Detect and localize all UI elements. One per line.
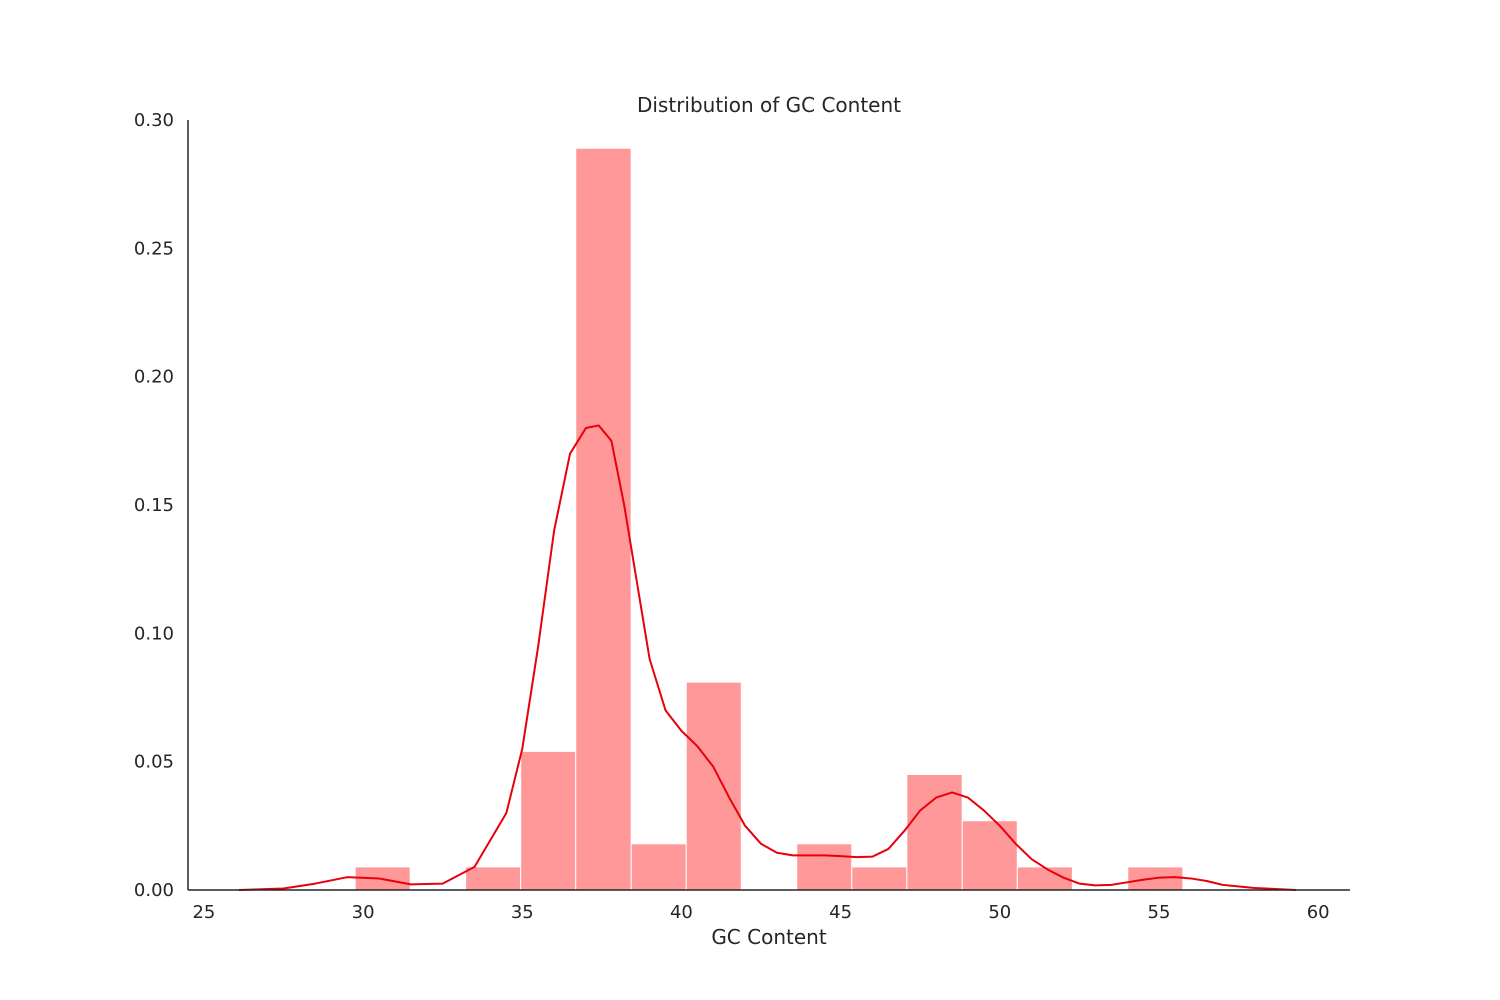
y-tick-label: 0.05 [134, 752, 174, 773]
y-tick-label: 0.15 [134, 495, 174, 516]
y-tick-label: 0.30 [134, 110, 174, 131]
x-tick-label: 30 [352, 902, 375, 923]
chart-title: Distribution of GC Content [637, 93, 901, 117]
histogram-bar [685, 681, 742, 891]
histogram-bar [520, 750, 577, 891]
x-tick-label: 35 [511, 902, 534, 923]
histogram-bar [465, 866, 522, 891]
histogram-bar [796, 843, 853, 891]
y-tick-label: 0.25 [134, 238, 174, 259]
y-tick-label: 0.20 [134, 367, 174, 388]
kde-curve [238, 424, 1296, 891]
y-tick-label: 0.10 [134, 623, 174, 644]
x-tick-label: 45 [829, 902, 852, 923]
x-axis-ticks: 25 30 35 40 45 50 55 60 [192, 902, 1329, 923]
x-axis-title: GC Content [711, 925, 827, 949]
histogram-bar [906, 774, 963, 891]
histogram-bar [630, 843, 687, 891]
y-tick-label: 0.00 [134, 880, 174, 901]
x-tick-label: 50 [988, 902, 1011, 923]
x-tick-label: 60 [1307, 902, 1330, 923]
histogram-bar [961, 820, 1018, 891]
y-axis-ticks: 0.00 0.05 0.10 0.15 0.20 0.25 0.30 [134, 110, 174, 901]
x-tick-label: 55 [1148, 902, 1171, 923]
histogram-bar [851, 866, 908, 891]
histogram-bar [575, 147, 632, 891]
x-tick-label: 25 [192, 902, 215, 923]
histogram-bars [354, 147, 1184, 891]
x-tick-label: 40 [670, 902, 693, 923]
